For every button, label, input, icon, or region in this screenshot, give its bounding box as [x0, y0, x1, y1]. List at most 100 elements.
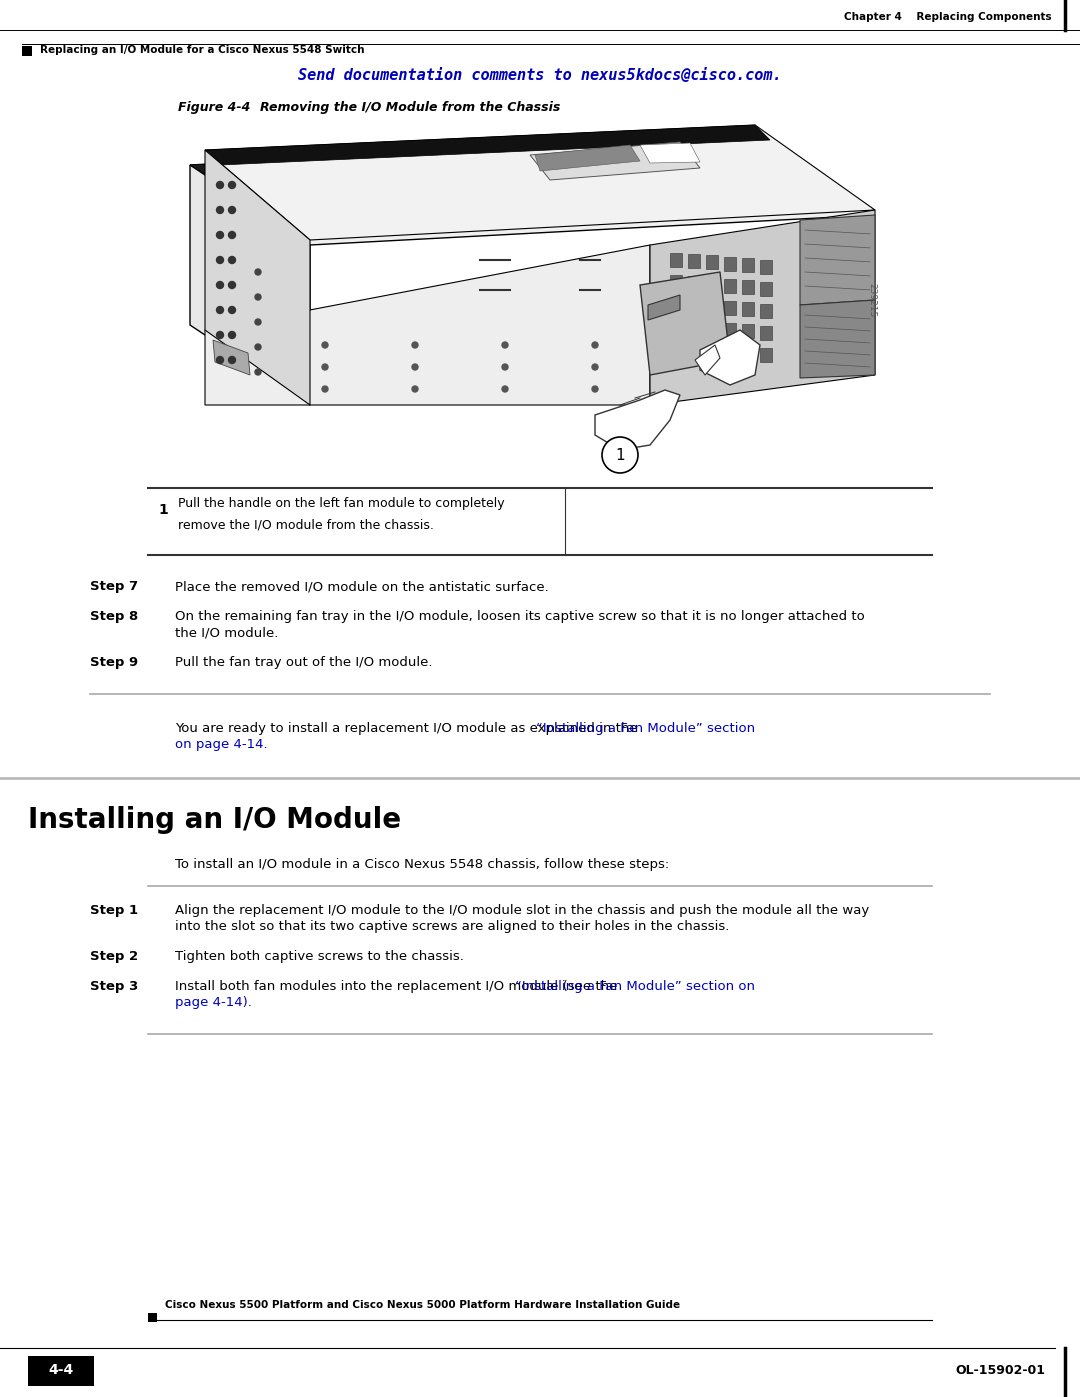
Circle shape [592, 342, 598, 348]
Circle shape [216, 207, 224, 214]
Text: remove the I/O module from the chassis.: remove the I/O module from the chassis. [178, 518, 434, 531]
Bar [670, 341, 681, 355]
Text: 239215: 239215 [867, 282, 877, 317]
Polygon shape [696, 345, 720, 374]
Text: Send documentation comments to nexus5kdocs@cisco.com.: Send documentation comments to nexus5kdo… [298, 68, 782, 84]
Polygon shape [800, 215, 875, 305]
Bar [688, 342, 700, 356]
Bar [670, 319, 681, 332]
Bar [706, 344, 718, 358]
Polygon shape [190, 136, 780, 183]
Text: on page 4-14.: on page 4-14. [175, 738, 268, 752]
Bar [706, 321, 718, 335]
Text: Pull the handle on the left fan module to completely: Pull the handle on the left fan module t… [178, 496, 504, 510]
Bar [724, 345, 735, 359]
Circle shape [255, 270, 261, 275]
Text: To install an I/O module in a Cisco Nexus 5548 chassis, follow these steps:: To install an I/O module in a Cisco Nexu… [175, 858, 670, 870]
Circle shape [255, 293, 261, 300]
Text: Step 1: Step 1 [90, 904, 138, 916]
Bar [28, 1356, 94, 1386]
Circle shape [255, 369, 261, 374]
Bar [760, 303, 772, 317]
Bar [760, 260, 772, 274]
Text: On the remaining fan tray in the I/O module, loosen its captive screw so that it: On the remaining fan tray in the I/O mod… [175, 610, 865, 623]
Bar [742, 324, 754, 338]
Circle shape [216, 232, 224, 239]
Bar [670, 253, 681, 267]
Polygon shape [205, 244, 650, 405]
Circle shape [502, 386, 508, 393]
Text: “Installing a Fan Module” section: “Installing a Fan Module” section [536, 722, 755, 735]
Text: Step 7: Step 7 [90, 580, 138, 592]
Circle shape [229, 207, 235, 214]
Polygon shape [213, 339, 249, 374]
Circle shape [502, 365, 508, 370]
Bar [742, 302, 754, 316]
Bar [148, 1313, 157, 1322]
Text: “Installing a Fan Module” section on: “Installing a Fan Module” section on [515, 981, 755, 993]
Bar [670, 275, 681, 289]
Bar [760, 326, 772, 339]
Bar [706, 256, 718, 270]
Text: Step 8: Step 8 [90, 610, 138, 623]
Polygon shape [205, 149, 310, 405]
Text: Place the removed I/O module on the antistatic surface.: Place the removed I/O module on the anti… [175, 580, 549, 592]
Bar [724, 300, 735, 314]
Bar [742, 281, 754, 295]
Text: OL-15902-01: OL-15902-01 [955, 1363, 1045, 1376]
Text: Install both fan modules into the replacement I/O module (see the: Install both fan modules into the replac… [175, 981, 622, 993]
Text: into the slot so that its two captive screws are aligned to their holes in the c: into the slot so that its two captive sc… [175, 921, 729, 933]
Polygon shape [535, 145, 640, 170]
Circle shape [216, 356, 224, 363]
Circle shape [592, 365, 598, 370]
Circle shape [229, 331, 235, 338]
Circle shape [322, 386, 328, 393]
Text: Installing an I/O Module: Installing an I/O Module [28, 806, 401, 834]
Bar [706, 299, 718, 313]
Bar [724, 323, 735, 337]
Polygon shape [530, 142, 700, 180]
Text: Pull the fan tray out of the I/O module.: Pull the fan tray out of the I/O module. [175, 657, 432, 669]
Text: 4-4: 4-4 [49, 1363, 73, 1377]
Bar [688, 298, 700, 312]
Bar [706, 278, 718, 292]
Polygon shape [190, 136, 875, 244]
Text: You are ready to install a replacement I/O module as explained in the: You are ready to install a replacement I… [175, 722, 642, 735]
Bar [724, 279, 735, 293]
Text: Cisco Nexus 5500 Platform and Cisco Nexus 5000 Platform Hardware Installation Gu: Cisco Nexus 5500 Platform and Cisco Nexu… [165, 1301, 680, 1310]
Bar [760, 348, 772, 362]
Bar [688, 320, 700, 334]
Text: Figure 4-4: Figure 4-4 [178, 102, 251, 115]
Circle shape [216, 331, 224, 338]
Circle shape [502, 342, 508, 348]
Bar [688, 254, 700, 268]
Polygon shape [700, 330, 760, 386]
Bar [760, 282, 772, 296]
Polygon shape [648, 295, 680, 320]
Text: Step 2: Step 2 [90, 950, 138, 963]
Circle shape [216, 257, 224, 264]
Circle shape [229, 306, 235, 313]
Circle shape [216, 182, 224, 189]
Text: page 4-14).: page 4-14). [175, 996, 252, 1009]
Circle shape [229, 232, 235, 239]
Polygon shape [595, 390, 680, 450]
Text: Align the replacement I/O module to the I/O module slot in the chassis and push : Align the replacement I/O module to the … [175, 904, 869, 916]
Bar [724, 257, 735, 271]
Text: 1: 1 [158, 503, 167, 517]
Circle shape [322, 342, 328, 348]
Polygon shape [205, 124, 770, 165]
Bar [22, 46, 32, 56]
Bar [670, 296, 681, 310]
Circle shape [602, 437, 638, 474]
Circle shape [255, 319, 261, 326]
Circle shape [411, 365, 418, 370]
Polygon shape [205, 124, 875, 240]
Bar [742, 258, 754, 272]
Circle shape [216, 306, 224, 313]
Circle shape [411, 386, 418, 393]
Circle shape [216, 282, 224, 289]
Polygon shape [640, 272, 730, 374]
Polygon shape [800, 300, 875, 379]
Circle shape [322, 365, 328, 370]
